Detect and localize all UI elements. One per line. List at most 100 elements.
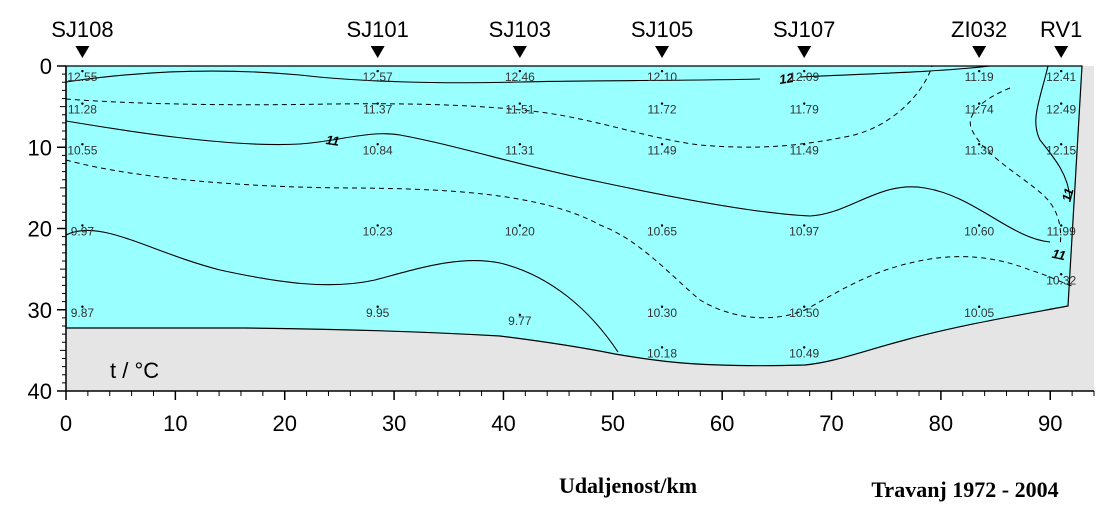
isotherm-10 (66, 229, 619, 353)
measurement-value-3: 9.97 (71, 225, 95, 239)
measurement-value-18: 10.65 (647, 225, 677, 239)
x-tick-label-5: 50 (601, 411, 625, 436)
measurement-value-13: 10.20 (505, 225, 535, 239)
measurement-value-25: 10.50 (789, 306, 819, 320)
measurement-value-32: 12.41 (1046, 70, 1076, 84)
measurement-value-17: 11.49 (647, 143, 676, 157)
measurement-dot-13 (518, 224, 522, 227)
station-label-2: SJ103 (489, 17, 551, 42)
measurement-value-21: 12.09 (789, 70, 819, 84)
station-marker-4 (797, 46, 812, 58)
station-marker-6 (1054, 46, 1069, 58)
measurement-dot-12 (518, 143, 522, 146)
x-axis-title: Udaljenost/km (559, 473, 697, 498)
measurement-dot-6 (376, 102, 379, 105)
measurement-dot-18 (660, 224, 664, 227)
measurement-dot-16 (660, 102, 664, 105)
measurement-value-2: 10.55 (67, 143, 97, 157)
x-tick-label-6: 60 (710, 411, 734, 436)
measurement-value-30: 10.60 (964, 225, 994, 239)
measurement-dot-20 (660, 346, 664, 349)
station-label-3: SJ105 (631, 17, 693, 42)
x-axis-ticks: 0 10 20 30 40 50 60 70 80 90 (60, 391, 1095, 436)
station-label-4: SJ107 (773, 17, 835, 42)
x-tick-label-1: 10 (163, 411, 187, 436)
variable-label: t / °C (110, 358, 159, 383)
measurement-dot-25 (802, 305, 806, 308)
measurement-value-20: 10.18 (647, 346, 677, 360)
measurement-value-4: 9.87 (71, 306, 95, 320)
measurement-dot-30 (977, 224, 981, 227)
x-tick-label-4: 40 (491, 411, 515, 436)
measurement-dot-28 (977, 102, 981, 105)
measurement-dot-26 (802, 346, 806, 349)
measurement-value-26: 10.49 (789, 346, 819, 360)
measurement-points: 12.55 11.28 10.55 9.97 9.87 12.57 11.37 10.84 10… (67, 69, 1077, 360)
measurement-dot-29 (977, 143, 981, 146)
measurement-dot-32 (1059, 69, 1063, 73)
measurement-value-7: 10.84 (363, 143, 393, 157)
measurement-value-22: 11.79 (790, 103, 819, 117)
measurement-dot-14 (518, 313, 522, 317)
x-tick-label-9: 90 (1038, 411, 1062, 436)
isotherm-12-right (799, 66, 991, 78)
station-marker-2 (512, 46, 527, 58)
measurement-dot-27 (977, 69, 981, 73)
measurement-dot-34 (1059, 143, 1063, 146)
measurement-value-33: 12.49 (1046, 103, 1076, 117)
measurement-value-24: 10.97 (789, 225, 819, 239)
measurement-value-34: 12.15 (1046, 143, 1076, 157)
measurement-value-1: 11.28 (68, 103, 97, 117)
station-marker-0 (75, 46, 90, 58)
station-markers: SJ108 SJ101 SJ103 SJ105 SJ107 ZI032 RV1 (51, 17, 1082, 58)
measurement-value-9: 9.95 (366, 306, 390, 320)
isotherm-11-5-upper (66, 66, 933, 148)
measurement-dot-36 (1059, 273, 1063, 276)
measurement-dot-15 (660, 69, 664, 73)
measurement-value-11: 11.51 (505, 103, 534, 117)
isotherm-10-5 (66, 159, 1073, 319)
x-tick-label-2: 20 (272, 411, 296, 436)
y-tick-label-2: 20 (28, 217, 52, 242)
measurement-dot-5 (376, 69, 379, 73)
station-marker-1 (370, 46, 385, 58)
x-tick-label-7: 70 (819, 411, 843, 436)
measurement-dot-7 (376, 143, 379, 146)
period-label: Travanj 1972 - 2004 (871, 477, 1058, 502)
measurement-value-19: 10.30 (647, 306, 677, 320)
measurement-dot-17 (660, 143, 664, 146)
measurement-dot-21 (802, 69, 806, 73)
station-label-5: ZI032 (951, 17, 1007, 42)
measurement-dot-35 (1059, 224, 1063, 227)
measurement-value-14: 9.77 (508, 314, 532, 328)
measurement-value-12: 11.31 (505, 143, 534, 157)
measurement-dot-22 (802, 102, 806, 105)
measurement-dot-10 (518, 69, 522, 73)
contour-label-2: 11 (1059, 186, 1077, 203)
y-tick-label-1: 10 (28, 135, 52, 160)
contour-labels: 12 11 11 11 (325, 70, 1077, 263)
isotherm-11-right-a (1035, 66, 1071, 199)
measurement-value-0: 12.55 (67, 70, 97, 84)
station-marker-3 (655, 46, 670, 58)
measurement-value-23: 11.49 (790, 143, 819, 157)
isotherm-11-main (66, 120, 1051, 243)
station-marker-5 (972, 46, 987, 58)
y-tick-label-3: 30 (28, 298, 52, 323)
measurement-dot-4 (81, 305, 84, 308)
measurement-value-27: 11.19 (965, 70, 994, 84)
measurement-dot-31 (977, 305, 981, 308)
isotherm-12 (66, 70, 761, 84)
measurement-value-15: 12.10 (647, 70, 677, 84)
measurement-dot-2 (81, 143, 84, 146)
measurement-dot-11 (518, 102, 522, 105)
station-label-6: RV1 (1040, 17, 1082, 42)
measurement-dot-9 (376, 305, 379, 308)
measurement-value-6: 11.37 (363, 103, 392, 117)
measurement-value-28: 11.74 (965, 103, 994, 117)
measurement-value-29: 11.39 (965, 143, 994, 157)
measurement-value-35: 11.99 (1047, 225, 1076, 239)
measurement-dot-23 (802, 143, 806, 146)
contour-label-1: 11 (325, 132, 340, 149)
measurement-value-31: 10.05 (964, 306, 994, 320)
